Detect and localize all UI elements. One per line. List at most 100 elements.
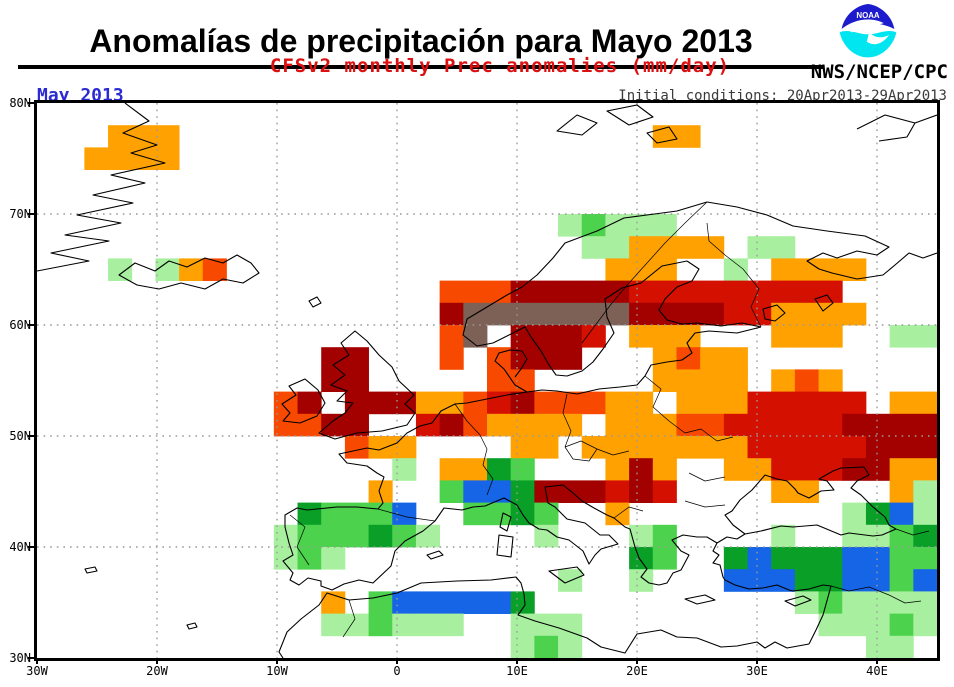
anomaly-cell <box>510 480 535 503</box>
anomaly-cell <box>794 436 819 459</box>
anomaly-cell <box>747 391 772 415</box>
anomaly-cell <box>463 280 488 304</box>
anomaly-cell <box>771 258 796 281</box>
anomaly-cell <box>392 524 417 548</box>
anomaly-cell <box>913 502 938 526</box>
anomaly-cell <box>534 347 559 370</box>
anomaly-cell <box>605 236 630 259</box>
lat-tick-label: 60N <box>9 318 31 332</box>
anomaly-cell <box>865 547 891 570</box>
anomaly-map <box>36 102 938 659</box>
anomaly-cell <box>605 214 630 237</box>
anomaly-cell <box>155 147 180 170</box>
anomaly-cell <box>534 391 559 415</box>
anomaly-cell <box>84 147 109 170</box>
anomaly-cell <box>652 369 677 392</box>
anomaly-cell <box>108 147 133 170</box>
anomaly-cell <box>629 524 654 548</box>
anomaly-cell <box>842 591 867 614</box>
anomaly-cell <box>510 458 535 481</box>
anomaly-cell <box>700 436 725 459</box>
anomaly-cell <box>794 391 819 415</box>
anomaly-cell <box>344 502 369 526</box>
anomaly-cell <box>771 236 796 259</box>
lat-tick-mark <box>28 546 34 548</box>
anomaly-cell <box>415 524 441 548</box>
coast-north-africa <box>278 576 810 659</box>
anomaly-cell <box>700 302 725 326</box>
anomaly-cell <box>865 591 891 614</box>
lat-tick-label: 80N <box>9 96 31 110</box>
anomaly-cell <box>510 635 535 659</box>
lon-tick-mark <box>636 658 638 664</box>
coast-sweden <box>530 260 688 377</box>
anomaly-cell <box>747 436 772 459</box>
anomaly-cell <box>652 413 677 437</box>
anomaly-cell <box>842 524 867 548</box>
anomaly-cell <box>865 413 891 437</box>
anomaly-cell <box>818 547 843 570</box>
lon-tick-label: 30W <box>26 664 48 678</box>
anomaly-cell <box>439 302 464 326</box>
anomaly-cell <box>818 613 843 637</box>
anomaly-cell <box>652 547 677 570</box>
anomaly-cell <box>629 214 654 237</box>
anomaly-cell <box>487 413 512 437</box>
anomaly-cell <box>794 480 819 503</box>
anomaly-cell <box>865 458 891 481</box>
anomaly-cell <box>652 458 677 481</box>
anomaly-cell <box>368 436 393 459</box>
anomaly-cell <box>865 436 891 459</box>
anomaly-cell <box>723 458 748 481</box>
anomaly-cell <box>747 458 772 481</box>
anomaly-cell <box>913 480 938 503</box>
anomaly-cell <box>605 436 630 459</box>
lon-tick-label: 40E <box>866 664 888 678</box>
anomaly-cell <box>723 258 748 281</box>
lon-tick-mark <box>756 658 758 664</box>
coast-ireland <box>281 378 326 424</box>
anomaly-cell <box>771 547 796 570</box>
anomaly-cell <box>344 413 369 437</box>
anomaly-cell <box>558 635 583 659</box>
anomaly-cell <box>889 413 914 437</box>
anomaly-cell <box>842 613 867 637</box>
anomaly-cell <box>771 436 796 459</box>
anomaly-cell <box>534 502 559 526</box>
anomaly-cell <box>534 325 559 348</box>
anomaly-cell <box>392 591 417 614</box>
anomaly-cell <box>889 591 914 614</box>
anomaly-cell <box>321 413 346 437</box>
anomaly-cell <box>676 436 701 459</box>
coast-finland <box>658 260 762 328</box>
page-title: Anomalías de precipitación para Mayo 201… <box>18 23 824 70</box>
anomaly-cell <box>415 613 441 637</box>
anomaly-cell <box>676 413 701 437</box>
anomaly-cell <box>771 480 796 503</box>
coast-baltic <box>526 326 762 395</box>
anomaly-cell <box>108 125 133 148</box>
coast-norway <box>462 201 708 347</box>
anomaly-cell <box>700 347 725 370</box>
anomaly-cell <box>723 302 748 326</box>
anomaly-cell <box>487 591 512 614</box>
anomaly-cell <box>487 302 512 326</box>
anomaly-cell <box>439 325 464 348</box>
anomaly-cell <box>723 391 748 415</box>
anomaly-cell <box>558 280 583 304</box>
anomaly-cell <box>487 480 512 503</box>
anomaly-cell <box>652 480 677 503</box>
anomaly-cell <box>629 280 654 304</box>
anomaly-cell <box>510 280 535 304</box>
anomaly-cell <box>581 480 606 503</box>
graticule-gridlines <box>37 103 937 658</box>
anomaly-cell <box>771 458 796 481</box>
anomaly-cell <box>818 591 843 614</box>
anomaly-cell <box>273 413 298 437</box>
anomaly-cell <box>723 436 748 459</box>
anomaly-cell <box>321 502 346 526</box>
anomaly-cell <box>676 125 701 148</box>
coast-islands <box>84 296 812 630</box>
anomaly-cell <box>487 347 512 370</box>
lake-onega <box>814 294 834 312</box>
